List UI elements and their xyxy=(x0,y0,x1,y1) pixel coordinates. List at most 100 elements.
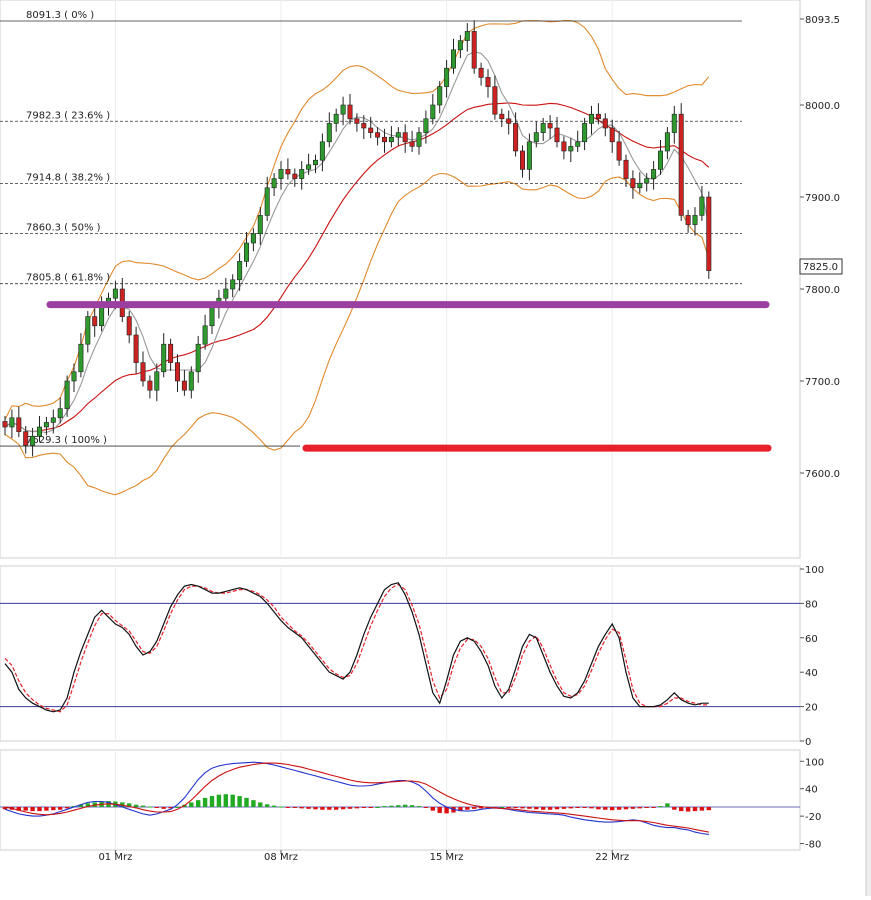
macd-histogram-bar xyxy=(375,807,380,808)
macd-histogram-bar xyxy=(458,807,463,812)
candle-body xyxy=(347,104,353,120)
candle-body xyxy=(333,113,339,124)
macd-histogram-bar xyxy=(658,806,663,808)
macd-histogram-bar xyxy=(209,796,215,807)
candle-body xyxy=(112,288,118,299)
macd-tick-label: -20 xyxy=(805,812,821,823)
macd-histogram-bar xyxy=(672,807,677,810)
candle-body xyxy=(588,113,594,124)
macd-histogram-bar xyxy=(58,807,63,810)
candle-body xyxy=(616,141,622,161)
candle-body xyxy=(471,31,477,69)
macd-histogram-bar xyxy=(85,803,90,807)
candle-body xyxy=(299,169,305,179)
macd-histogram-bar xyxy=(168,807,173,809)
candle-body xyxy=(85,316,91,345)
candle-body xyxy=(23,431,29,446)
macd-tick-label: 40 xyxy=(805,785,818,796)
candle-body xyxy=(30,435,36,446)
macd-histogram-bar xyxy=(340,807,346,810)
candle-body xyxy=(161,343,167,373)
candle-body xyxy=(181,380,187,391)
macd-histogram-bar xyxy=(623,807,629,810)
candle-body xyxy=(540,123,546,133)
candle-body xyxy=(430,104,436,120)
macd-histogram-bar xyxy=(596,807,601,810)
macd-line xyxy=(4,761,709,835)
macd-histogram-bar xyxy=(382,806,387,808)
macd-histogram-bar xyxy=(23,807,28,811)
candle-body xyxy=(230,279,236,290)
candle-body xyxy=(623,159,629,179)
macd-histogram-bar xyxy=(189,802,194,807)
macd-histogram-bar xyxy=(320,807,325,810)
date-label: 15 Mrz xyxy=(430,852,464,863)
candle-body xyxy=(519,150,525,170)
macd-histogram-bar xyxy=(603,807,608,810)
macd-histogram-bar xyxy=(140,805,146,807)
candle-body xyxy=(133,334,139,363)
macd-histogram-bar xyxy=(472,807,477,809)
fibonacci-levels: 8091.3 ( 0% ) 7982.3 ( 23.6% ) 7914.8 ( 38… xyxy=(0,10,742,447)
candle-body xyxy=(609,127,615,143)
price-tick-label: 7800.0 xyxy=(805,285,840,296)
stoch-tick-label: 40 xyxy=(805,668,818,679)
candle-body xyxy=(312,159,318,166)
stoch-signal-line xyxy=(4,583,709,713)
macd-histogram-bar xyxy=(347,807,353,809)
macd-histogram-bar xyxy=(64,807,70,809)
candle-body xyxy=(388,136,394,143)
right-scroll-strip xyxy=(866,0,871,896)
candle-body xyxy=(381,136,387,143)
macd-histogram-bar xyxy=(237,796,242,807)
candle-body xyxy=(292,173,298,179)
macd-histogram-bar xyxy=(251,800,256,807)
macd-histogram-bar xyxy=(147,806,153,808)
candle-body xyxy=(9,417,15,428)
macd-histogram-bar xyxy=(44,807,49,811)
macd-histogram-bar xyxy=(685,807,691,812)
candle-body xyxy=(99,307,105,327)
candle-body xyxy=(250,233,256,244)
candle-body xyxy=(57,408,63,419)
candle-body xyxy=(409,141,415,147)
candle-body xyxy=(223,288,229,299)
candle-body xyxy=(444,67,450,87)
stoch-tick-label: 80 xyxy=(805,599,818,610)
macd-histogram-bar xyxy=(161,807,166,809)
candle-body xyxy=(326,123,332,143)
macd-histogram-bar xyxy=(437,807,442,813)
price-tick-label: 7700.0 xyxy=(805,377,840,388)
macd-histogram-bar xyxy=(589,807,594,809)
candle-body xyxy=(147,380,153,391)
bollinger-lower xyxy=(4,172,710,496)
macd-histogram-bar xyxy=(196,800,201,807)
macd-histogram-bar xyxy=(699,807,705,811)
macd-histogram-bar xyxy=(554,807,560,810)
candle-body xyxy=(637,182,643,189)
fib-level-label: 8091.3 ( 0% ) xyxy=(26,10,94,21)
macd-histogram-bar xyxy=(361,807,366,808)
candle-body xyxy=(492,86,498,115)
macd-histogram-bar xyxy=(334,807,339,810)
macd-histogram-bar xyxy=(582,807,587,808)
candle-body xyxy=(664,132,670,152)
macd-histogram-bar xyxy=(499,807,504,808)
macd-histogram-bar xyxy=(327,807,332,810)
candle-body xyxy=(657,150,663,170)
candle-body xyxy=(547,123,553,129)
price-axis: 8093.5 8000.0 7900.0 7800.0 7700.0 7600.0 xyxy=(800,15,840,480)
current-price-label: 7825.0 xyxy=(803,262,838,273)
macd-histogram-bar xyxy=(396,805,401,807)
macd-histogram-bar xyxy=(51,807,56,811)
price-panel-frame xyxy=(0,0,801,559)
stoch-tick-label: 0 xyxy=(805,737,811,748)
macd-histogram-bar xyxy=(409,805,415,807)
macd-histogram-bar xyxy=(389,805,394,807)
candle-body xyxy=(78,343,84,373)
candle-body xyxy=(354,118,360,124)
macd-histogram-bar xyxy=(520,807,525,809)
fib-level-label: 7860.3 ( 50% ) xyxy=(26,223,101,234)
date-label: 22 Mrz xyxy=(595,852,629,863)
